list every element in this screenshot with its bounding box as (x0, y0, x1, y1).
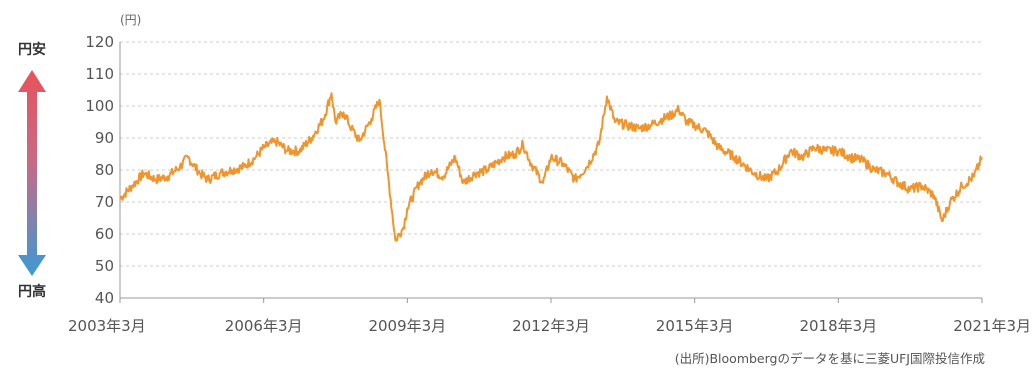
y-tick-70: 70 (95, 193, 114, 211)
x-tick-1: 2006年3月 (225, 317, 303, 335)
y-tick-40: 40 (95, 289, 114, 307)
x-tick-2: 2009年3月 (368, 317, 446, 335)
x-tick-0: 2003年3月 (68, 317, 146, 335)
yen-weak-label: 円安 (18, 41, 46, 58)
x-tick-3: 2012年3月 (512, 317, 590, 335)
y-tick-110: 110 (85, 65, 114, 83)
source-note: (出所)Bloombergのデータを基に三菱UFJ国際投信作成 (675, 351, 985, 366)
y-tick-100: 100 (85, 97, 114, 115)
y-tick-60: 60 (95, 225, 114, 243)
y-tick-120: 120 (85, 33, 114, 51)
series-line (119, 92, 983, 242)
x-tick-4: 2015年3月 (656, 317, 734, 335)
y-tick-90: 90 (95, 129, 114, 147)
y-axis-unit: (円) (120, 13, 141, 27)
yen-strong-label: 円高 (18, 283, 46, 300)
x-tick-5: 2018年3月 (799, 317, 877, 335)
y-tick-labels: 40 50 60 70 80 90 100 110 120 (85, 33, 114, 307)
y-tick-80: 80 (95, 161, 114, 179)
axes (119, 42, 983, 303)
x-tick-6: 2021年3月 (953, 317, 1031, 335)
yen-direction-arrow (18, 70, 46, 276)
y-tick-50: 50 (95, 257, 114, 275)
x-tick-labels: 2003年3月 2006年3月 2009年3月 2012年3月 2015年3月 2018年… (68, 317, 1031, 335)
